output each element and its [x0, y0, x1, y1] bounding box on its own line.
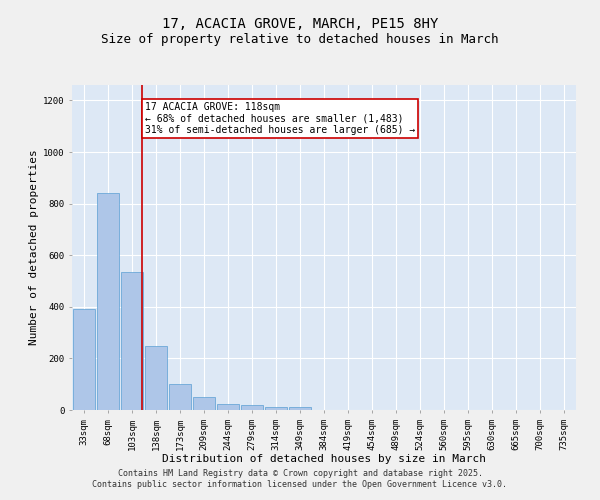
Y-axis label: Number of detached properties: Number of detached properties	[29, 150, 38, 346]
Text: Contains HM Land Registry data © Crown copyright and database right 2025.: Contains HM Land Registry data © Crown c…	[118, 468, 482, 477]
Bar	[145, 346, 167, 410]
Text: 17, ACACIA GROVE, MARCH, PE15 8HY: 17, ACACIA GROVE, MARCH, PE15 8HY	[162, 18, 438, 32]
Bar	[217, 404, 239, 410]
Text: Contains public sector information licensed under the Open Government Licence v3: Contains public sector information licen…	[92, 480, 508, 489]
Bar	[97, 194, 119, 410]
Bar	[121, 272, 143, 410]
X-axis label: Distribution of detached houses by size in March: Distribution of detached houses by size …	[162, 454, 486, 464]
Bar	[289, 408, 311, 410]
Text: 17 ACACIA GROVE: 118sqm
← 68% of detached houses are smaller (1,483)
31% of semi: 17 ACACIA GROVE: 118sqm ← 68% of detache…	[145, 102, 415, 135]
Text: Size of property relative to detached houses in March: Size of property relative to detached ho…	[101, 32, 499, 46]
Bar	[73, 310, 95, 410]
Bar	[265, 406, 287, 410]
Bar	[169, 384, 191, 410]
Bar	[193, 396, 215, 410]
Bar	[241, 406, 263, 410]
